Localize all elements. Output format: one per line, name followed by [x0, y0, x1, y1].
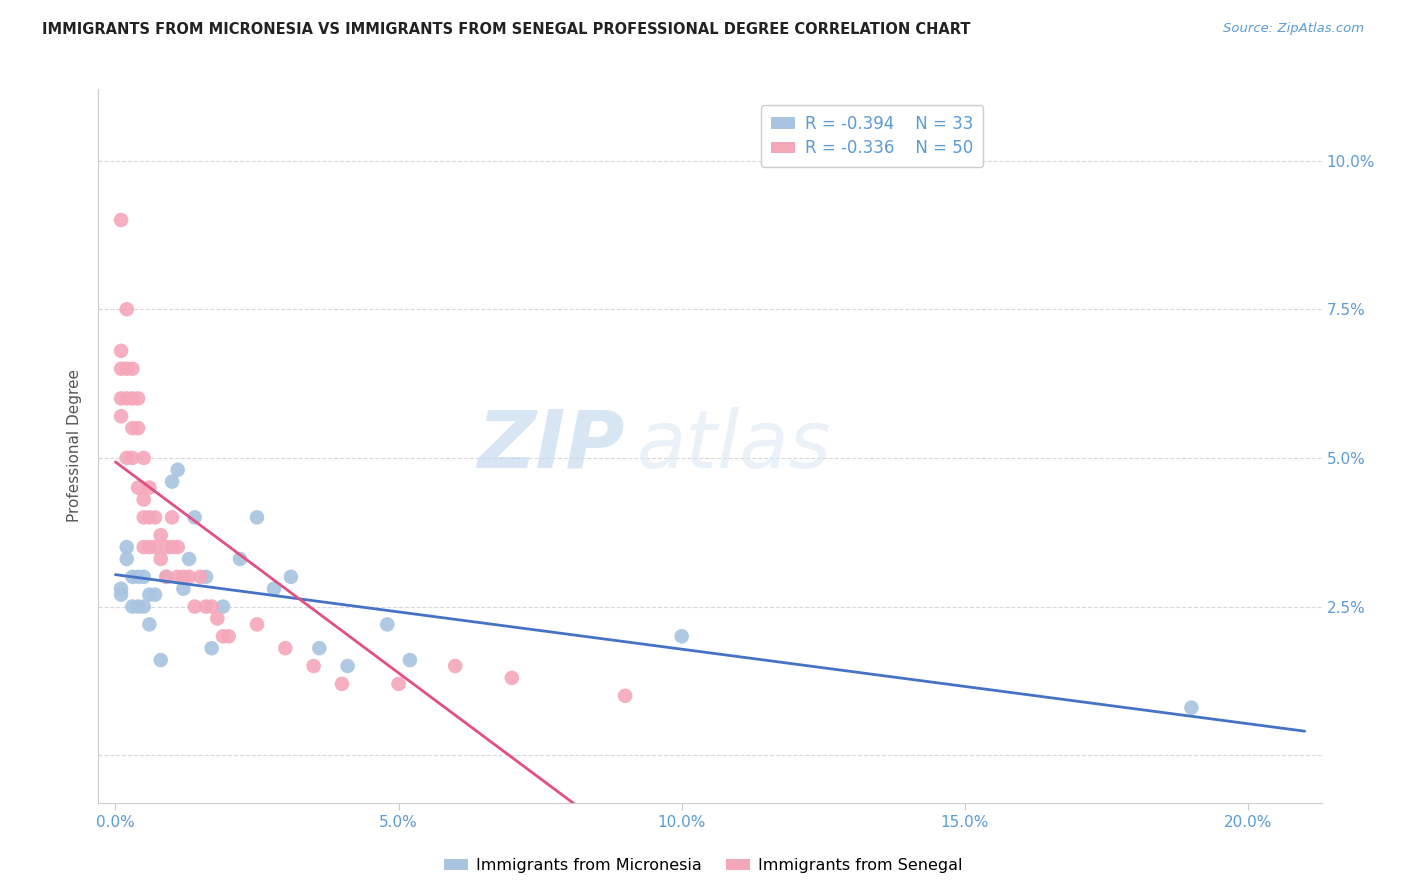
Point	[110, 361, 132, 376]
Point	[387, 677, 409, 691]
Point	[172, 582, 194, 596]
Text: atlas: atlas	[637, 407, 831, 485]
Point	[132, 492, 155, 507]
Point	[246, 510, 269, 524]
Point	[110, 588, 132, 602]
Point	[188, 570, 212, 584]
Point	[201, 599, 224, 614]
Point	[501, 671, 523, 685]
Legend: Immigrants from Micronesia, Immigrants from Senegal: Immigrants from Micronesia, Immigrants f…	[437, 852, 969, 880]
Point	[138, 588, 160, 602]
Point	[177, 570, 200, 584]
Point	[121, 361, 143, 376]
Text: Source: ZipAtlas.com: Source: ZipAtlas.com	[1223, 22, 1364, 36]
Point	[127, 421, 149, 435]
Point	[308, 641, 330, 656]
Point	[375, 617, 398, 632]
Point	[166, 463, 188, 477]
Point	[115, 552, 138, 566]
Y-axis label: Professional Degree: Professional Degree	[67, 369, 83, 523]
Point	[138, 540, 160, 554]
Point	[110, 409, 132, 424]
Point	[195, 570, 218, 584]
Point	[330, 677, 353, 691]
Point	[160, 510, 183, 524]
Point	[444, 659, 467, 673]
Point	[336, 659, 359, 673]
Point	[132, 510, 155, 524]
Point	[671, 629, 693, 643]
Point	[195, 599, 218, 614]
Point	[138, 510, 160, 524]
Point	[160, 540, 183, 554]
Point	[143, 510, 166, 524]
Point	[155, 570, 177, 584]
Point	[127, 570, 149, 584]
Point	[115, 361, 138, 376]
Text: IMMIGRANTS FROM MICRONESIA VS IMMIGRANTS FROM SENEGAL PROFESSIONAL DEGREE CORREL: IMMIGRANTS FROM MICRONESIA VS IMMIGRANTS…	[42, 22, 970, 37]
Point	[183, 599, 205, 614]
Point	[149, 653, 172, 667]
Point	[132, 540, 155, 554]
Point	[138, 481, 160, 495]
Point	[110, 392, 132, 406]
Point	[229, 552, 252, 566]
Point	[132, 450, 155, 465]
Point	[177, 552, 200, 566]
Point	[121, 421, 143, 435]
Point	[121, 392, 143, 406]
Point	[127, 392, 149, 406]
Point	[149, 528, 172, 542]
Point	[155, 540, 177, 554]
Point	[121, 450, 143, 465]
Point	[280, 570, 302, 584]
Point	[110, 213, 132, 227]
Point	[132, 599, 155, 614]
Point	[614, 689, 637, 703]
Text: ZIP: ZIP	[477, 407, 624, 485]
Point	[302, 659, 325, 673]
Point	[115, 392, 138, 406]
Point	[166, 570, 188, 584]
Point	[212, 599, 235, 614]
Point	[166, 540, 188, 554]
Point	[212, 629, 235, 643]
Point	[263, 582, 285, 596]
Point	[399, 653, 422, 667]
Legend: R = -0.394    N = 33, R = -0.336    N = 50: R = -0.394 N = 33, R = -0.336 N = 50	[761, 104, 983, 168]
Point	[115, 450, 138, 465]
Point	[127, 599, 149, 614]
Point	[218, 629, 240, 643]
Point	[121, 570, 143, 584]
Point	[110, 343, 132, 358]
Point	[246, 617, 269, 632]
Point	[143, 540, 166, 554]
Point	[183, 510, 205, 524]
Point	[207, 611, 229, 625]
Point	[110, 582, 132, 596]
Point	[201, 641, 224, 656]
Point	[1180, 700, 1202, 714]
Point	[172, 570, 194, 584]
Point	[127, 481, 149, 495]
Point	[132, 570, 155, 584]
Point	[121, 599, 143, 614]
Point	[149, 552, 172, 566]
Point	[115, 302, 138, 317]
Point	[155, 570, 177, 584]
Point	[160, 475, 183, 489]
Point	[138, 617, 160, 632]
Point	[143, 588, 166, 602]
Point	[274, 641, 297, 656]
Point	[115, 540, 138, 554]
